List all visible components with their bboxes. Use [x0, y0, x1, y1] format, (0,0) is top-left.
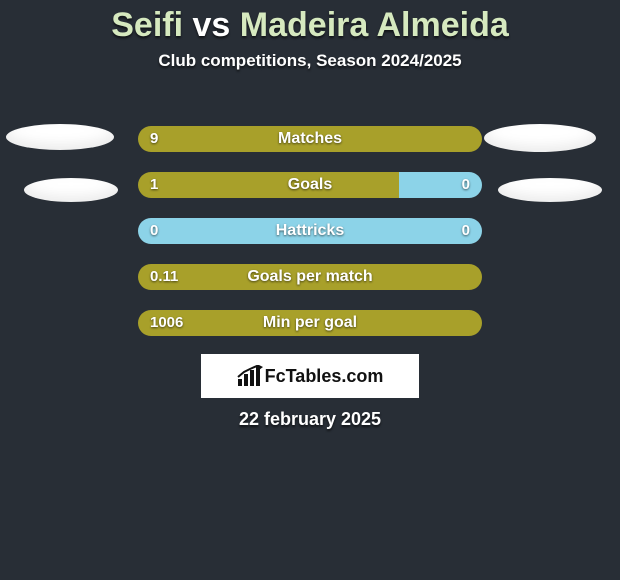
player-right-name: Madeira Almeida: [240, 6, 509, 44]
logo-content: FcTables.com: [237, 365, 384, 387]
stats-block: Matches9Goals10Hattricks00Goals per matc…: [138, 126, 482, 356]
logo-box: FcTables.com: [201, 354, 419, 398]
vs-word: vs: [193, 6, 231, 44]
chart-bars-icon: [237, 365, 263, 387]
stat-label: Min per goal: [138, 310, 482, 336]
team-ellipse-left-top: [6, 124, 114, 150]
stat-label: Goals: [138, 172, 482, 198]
stat-row: Goals1 0: [138, 172, 482, 198]
stat-row: Goals per match0.11: [138, 264, 482, 290]
team-ellipse-right-top: [484, 124, 596, 152]
stat-value-left: 0.11: [150, 264, 178, 290]
stat-value-right: 0: [462, 172, 470, 198]
stat-row: Min per goal1006: [138, 310, 482, 336]
stat-value-left: 1006: [150, 310, 183, 336]
stat-label: Hattricks: [138, 218, 482, 244]
logo-text: FcTables.com: [265, 366, 384, 387]
stat-label: Matches: [138, 126, 482, 152]
player-left-name: Seifi: [111, 6, 183, 44]
stat-value-left: 1: [150, 172, 158, 198]
stat-label: Goals per match: [138, 264, 482, 290]
stat-row: Matches9: [138, 126, 482, 152]
stat-value-left: 0: [150, 218, 158, 244]
stat-value-right: 0: [462, 218, 470, 244]
date-text: 22 february 2025: [0, 409, 620, 430]
team-ellipse-left-bot: [24, 178, 118, 202]
stat-value-left: 9: [150, 126, 158, 152]
subtitle: Club competitions, Season 2024/2025: [0, 51, 620, 71]
stat-row: Hattricks0 0: [138, 218, 482, 244]
team-ellipse-right-bot: [498, 178, 602, 202]
page-title: Seifi vs Madeira Almeida: [0, 0, 620, 45]
